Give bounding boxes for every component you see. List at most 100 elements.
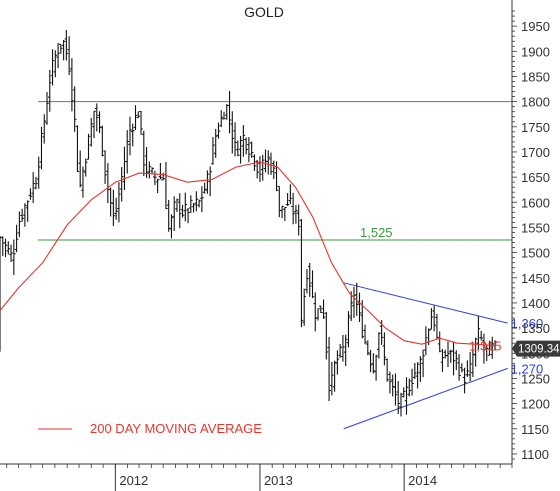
price-bar [382, 332, 387, 366]
price-bar [42, 114, 47, 144]
price-bar [6, 241, 11, 255]
price-bar [294, 204, 298, 224]
price-bar [14, 224, 19, 253]
price-bar [338, 343, 342, 358]
price-bar [139, 111, 143, 135]
price-bar [142, 130, 146, 177]
price-bar [172, 196, 177, 231]
price-bar [368, 349, 373, 373]
price-bar [252, 154, 257, 171]
price-bar [424, 326, 428, 356]
price-bar [421, 349, 425, 378]
price-bar [47, 69, 52, 112]
price-bar [72, 86, 77, 132]
support-trendline-label: 1,270 [511, 361, 544, 376]
price-bar [302, 288, 306, 326]
price-bar [161, 172, 165, 181]
price-bar [67, 36, 71, 76]
y-tick-label: 1800 [521, 95, 550, 110]
price-bar [92, 110, 96, 139]
price-bar [321, 299, 326, 319]
price-bar [440, 348, 445, 372]
price-bar [465, 360, 470, 377]
price-bar [435, 314, 439, 340]
price-bar [415, 362, 420, 389]
price-bar [53, 50, 58, 78]
price-bar [487, 340, 492, 356]
price-bar [479, 330, 483, 341]
price-bar [363, 324, 367, 345]
price-bar [473, 337, 478, 367]
price-bar [202, 182, 207, 194]
price-bar [213, 128, 218, 158]
price-bar [39, 126, 44, 170]
price-bars-group [0, 30, 497, 417]
price-bar [330, 361, 334, 396]
x-tick-label: 2013 [264, 473, 293, 488]
price-bar [283, 207, 287, 222]
price-bar [236, 140, 240, 157]
price-bar [299, 218, 304, 328]
price-bar [396, 381, 401, 415]
price-bar [360, 300, 365, 339]
price-bar [230, 111, 235, 154]
price-bar [446, 341, 450, 367]
y-tick-label: 1400 [521, 296, 550, 311]
price-bar [191, 202, 196, 213]
price-bar [125, 130, 130, 174]
price-bar [247, 137, 251, 163]
last-price-value: 1309.34 [518, 344, 560, 356]
moving-average-group [0, 161, 496, 347]
price-bar [468, 351, 472, 382]
price-bar [407, 378, 412, 397]
price-bar [307, 262, 312, 297]
price-bar [471, 341, 475, 377]
price-bar [418, 356, 423, 383]
price-bar [61, 40, 66, 61]
price-bar [457, 354, 461, 381]
price-bar [12, 239, 16, 275]
price-bar [260, 154, 265, 181]
price-bar [158, 162, 163, 180]
price-bar [371, 353, 376, 374]
price-bar [366, 340, 370, 356]
price-bar [86, 133, 91, 160]
price-bar [183, 192, 188, 222]
price-bar [388, 371, 392, 394]
price-bar [238, 135, 243, 164]
y-tick-label: 1550 [521, 220, 550, 235]
price-bar [186, 207, 190, 224]
price-bar [233, 122, 237, 157]
annotations-group: 1,315 [469, 339, 502, 354]
price-bar [401, 387, 406, 398]
chart-title: GOLD [244, 4, 284, 20]
price-bar [211, 136, 215, 165]
price-bar [462, 367, 467, 394]
support-trendline [343, 367, 508, 430]
price-bar [155, 178, 160, 194]
y-tick-label: 1500 [521, 246, 550, 261]
price-bar [81, 166, 85, 198]
price-bar [313, 292, 318, 332]
resistance-trendline-label: 1,360 [511, 316, 544, 331]
y-tick-label: 1100 [521, 447, 549, 462]
price-bar [318, 305, 323, 314]
price-bar [280, 205, 284, 219]
price-bar [180, 204, 185, 218]
price-bar [227, 90, 232, 134]
price-bar [130, 123, 135, 147]
price-bar [45, 92, 49, 125]
price-bar [249, 141, 254, 158]
price-bar [31, 172, 35, 204]
price-bar [189, 195, 193, 214]
price-bar [36, 156, 41, 189]
price-bar [285, 193, 290, 206]
price-bar [70, 58, 74, 112]
last-price-tag-bg [512, 340, 560, 357]
price-bar [117, 182, 121, 223]
resistance-trendline [343, 282, 508, 324]
price-bar [50, 49, 55, 86]
price-bar [490, 336, 495, 360]
price-bar [390, 374, 395, 397]
price-bar [150, 167, 154, 174]
